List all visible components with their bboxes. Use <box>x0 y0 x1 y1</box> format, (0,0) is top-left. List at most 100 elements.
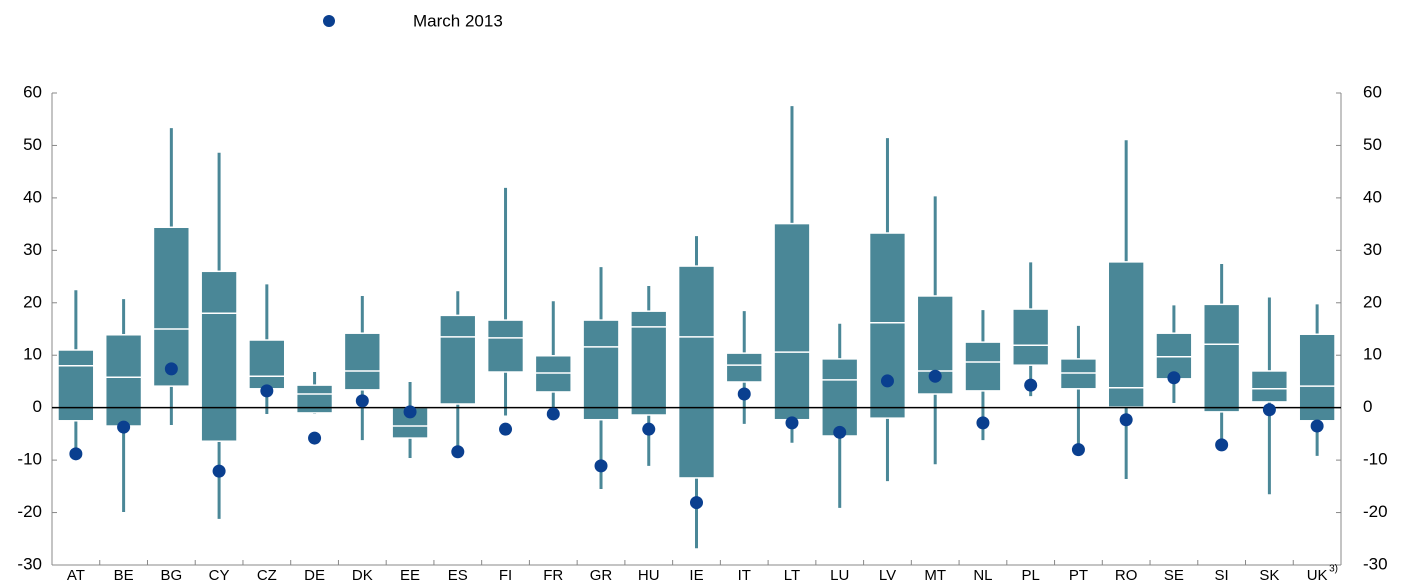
point <box>451 445 465 459</box>
box <box>773 222 811 421</box>
y2-tick-label: -30 <box>1363 554 1388 573</box>
point <box>833 425 847 439</box>
box <box>248 339 286 390</box>
x-tick-label: IT <box>738 567 751 584</box>
x-tick-label: UK <box>1307 567 1328 584</box>
x-tick-label: RO <box>1115 567 1138 584</box>
point <box>308 431 322 445</box>
x-tick-label: BG <box>161 567 183 584</box>
box <box>582 319 620 421</box>
box <box>57 349 95 422</box>
y-tick-label: -30 <box>17 554 42 573</box>
y-tick-label: -10 <box>17 450 42 469</box>
point <box>1310 419 1324 433</box>
x-tick-label: MT <box>924 567 946 584</box>
box <box>821 358 859 437</box>
x-tick-label: HU <box>638 567 660 584</box>
point <box>164 362 178 376</box>
box <box>630 310 668 416</box>
x-tick-label: DK <box>352 567 373 584</box>
y2-tick-label: -20 <box>1363 502 1388 521</box>
x-tick-label: BE <box>114 567 134 584</box>
x-tick-label: FI <box>499 567 512 584</box>
x-tick-label: EE <box>400 567 420 584</box>
legend: March 2013 <box>323 11 503 30</box>
box <box>1155 332 1193 380</box>
point <box>880 374 894 388</box>
box <box>343 332 381 391</box>
y-tick-label: 50 <box>23 135 42 154</box>
legend-marker <box>323 15 335 27</box>
box <box>868 232 907 419</box>
point <box>1071 443 1085 457</box>
x-tick-label: LT <box>784 567 800 584</box>
y-tick-label: 20 <box>23 292 42 311</box>
point <box>976 416 990 430</box>
x-tick-label: GR <box>590 567 613 584</box>
box <box>439 314 477 405</box>
x-tick-label: SK <box>1259 567 1279 584</box>
box <box>104 334 143 427</box>
point <box>260 384 274 398</box>
point <box>785 416 799 430</box>
y2-tick-label: 20 <box>1363 292 1382 311</box>
point <box>642 422 656 436</box>
point <box>594 459 608 473</box>
box <box>152 226 191 387</box>
point <box>1167 371 1181 385</box>
legend-label: March 2013 <box>413 11 503 30</box>
x-tick-label: DE <box>304 567 325 584</box>
footnote: 3) <box>1329 564 1338 575</box>
y-tick-label: 10 <box>23 345 42 364</box>
y-tick-label: 40 <box>23 187 42 206</box>
y2-tick-label: 50 <box>1363 135 1382 154</box>
y-tick-label: 30 <box>23 240 42 259</box>
y-tick-label: 0 <box>33 397 42 416</box>
y2-tick-label: 0 <box>1363 397 1372 416</box>
box <box>677 265 716 479</box>
x-tick-label: SE <box>1164 567 1184 584</box>
x-tick-label: CZ <box>257 567 277 584</box>
box <box>1250 370 1289 403</box>
point <box>403 405 417 419</box>
point <box>737 387 751 401</box>
y2-tick-label: -10 <box>1363 450 1388 469</box>
box <box>916 295 954 395</box>
box <box>1202 303 1241 413</box>
point <box>546 407 560 421</box>
x-tick-label: PL <box>1022 567 1040 584</box>
point <box>69 447 83 461</box>
x-tick-label: FR <box>543 567 563 584</box>
x-tick-label: NL <box>973 567 992 584</box>
box <box>1012 308 1050 366</box>
point <box>117 420 131 434</box>
point <box>212 464 226 478</box>
box <box>1059 358 1098 390</box>
point <box>690 496 703 510</box>
box <box>486 319 525 373</box>
point <box>1262 403 1276 417</box>
box <box>534 354 572 393</box>
x-tick-label: LU <box>830 567 849 584</box>
box <box>295 384 334 414</box>
y2-tick-label: 60 <box>1363 82 1382 101</box>
point <box>1215 438 1229 452</box>
box <box>1107 261 1145 408</box>
y-tick-label: -20 <box>17 502 42 521</box>
x-tick-label: LV <box>879 567 896 584</box>
x-tick-label: AT <box>67 567 85 584</box>
x-tick-label: CY <box>209 567 230 584</box>
x-tick-label: PT <box>1069 567 1088 584</box>
y2-tick-label: 30 <box>1363 240 1382 259</box>
point <box>1024 378 1038 392</box>
box <box>725 352 763 383</box>
x-tick-label: ES <box>448 567 468 584</box>
y-tick-label: 60 <box>23 82 42 101</box>
point <box>499 422 513 436</box>
box <box>200 270 238 442</box>
y2-tick-label: 40 <box>1363 187 1382 206</box>
point <box>1119 413 1133 427</box>
x-tick-label: SI <box>1215 567 1229 584</box>
point <box>928 369 942 383</box>
